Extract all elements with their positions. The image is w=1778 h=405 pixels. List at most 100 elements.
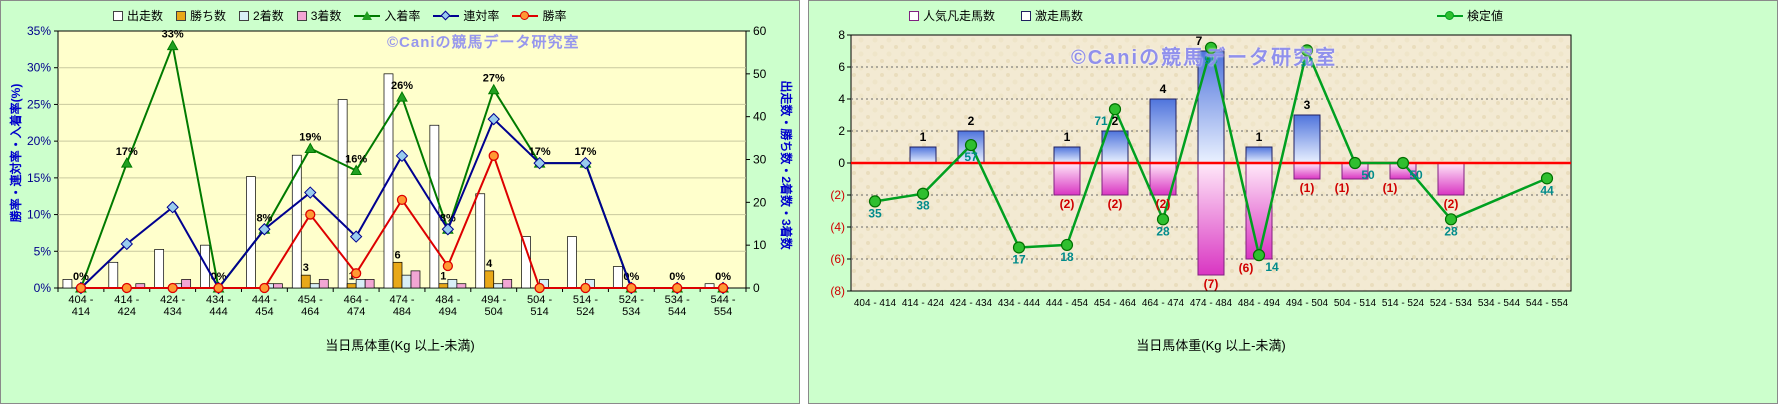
kentei-label: 95 — [1204, 53, 1218, 67]
legend-item-出走数: 出走数 — [113, 7, 163, 24]
x-axis-title-left-chart: 当日馬体重(Kg 以上-未満) — [325, 338, 475, 353]
kentei-label: 94 — [1300, 55, 1314, 69]
bar — [346, 283, 357, 289]
y-right-tick-label: 40 — [753, 110, 767, 124]
bar — [291, 154, 302, 289]
triangle-marker — [350, 164, 362, 176]
y-tick-label: 0 — [838, 156, 845, 170]
kentei-label: 28 — [1444, 224, 1458, 238]
circle-marker — [626, 282, 637, 294]
x-tick-label: 444 - 454 — [1046, 298, 1089, 309]
triangle-marker — [304, 142, 317, 153]
bar — [200, 244, 210, 289]
legend-item-3着数: 3着数 — [296, 7, 341, 24]
legend-label: 連対率 — [463, 9, 500, 23]
kentei-label: 71 — [1094, 114, 1108, 128]
legend-item-激走馬数: 激走馬数 — [1021, 7, 1083, 24]
legend-swatch — [176, 10, 187, 21]
x-tick-label: 554 — [714, 306, 732, 318]
legend-item-入着率: 入着率 — [354, 7, 420, 24]
bar — [154, 249, 165, 289]
y-tick-label: 4 — [838, 92, 845, 106]
kentei-marker — [1252, 249, 1266, 262]
surge-label: 1 — [920, 130, 927, 144]
diamond-marker — [120, 237, 134, 251]
diamond-marker — [441, 223, 455, 236]
point-label: 0% — [715, 271, 731, 283]
circle-marker — [259, 282, 270, 294]
y-left-tick-label: 30% — [27, 61, 51, 75]
y-right-tick-label: 60 — [753, 24, 767, 38]
y-left-tick-label: 35% — [27, 24, 51, 38]
x-axis-title-right-chart: 当日馬体重(Kg 以上-未満) — [1136, 338, 1286, 353]
flop-label: (7) — [1204, 277, 1219, 291]
x-tick-label: 474 — [347, 306, 365, 318]
bar-label: 6 — [394, 249, 400, 261]
surge-label: 4 — [1160, 82, 1167, 96]
y-tick-label: (6) — [830, 252, 845, 266]
kentei-label: 57 — [964, 150, 978, 164]
legend-item-連対率: 連対率 — [433, 7, 499, 24]
surge-bar — [1149, 98, 1177, 164]
flop-label: (2) — [1060, 197, 1075, 211]
flop-label: (2) — [1156, 197, 1171, 211]
x-tick-label: 434 - 444 — [998, 298, 1041, 309]
x-tick-label: 494 — [439, 306, 457, 318]
bar — [438, 283, 449, 289]
circle-marker — [580, 282, 591, 294]
x-tick-label: 414 - — [114, 294, 139, 306]
kentei-label: 50 — [1361, 168, 1375, 182]
x-tick-label: 454 - 464 — [1094, 298, 1137, 309]
legend-item-2着数: 2着数 — [239, 7, 284, 24]
x-tick-label: 444 — [209, 306, 227, 318]
point-label: 19% — [299, 131, 321, 143]
x-tick-label: 544 — [668, 306, 686, 318]
x-tick-label: 404 - — [68, 294, 93, 306]
flop-label: (1) — [1300, 181, 1315, 195]
circle-marker — [717, 282, 729, 294]
x-tick-label: 514 — [530, 306, 548, 318]
triangle-icon — [362, 10, 373, 20]
bar-label: 1 — [349, 271, 355, 283]
circle-marker — [488, 150, 499, 161]
x-tick-label: 524 — [576, 306, 594, 318]
y-tick-label: 8 — [838, 28, 845, 42]
x-tick-label: 434 - — [206, 294, 231, 306]
x-tick-label: 454 - — [298, 294, 323, 306]
surge-label: 1 — [1064, 130, 1071, 144]
bar — [392, 261, 403, 289]
x-tick-label: 484 - 494 — [1238, 298, 1281, 309]
bar — [309, 283, 320, 289]
surge-bar — [1245, 146, 1273, 164]
y-left-tick-label: 0% — [34, 281, 52, 295]
flop-label: (1) — [1383, 181, 1398, 195]
point-label: 0% — [73, 271, 89, 283]
kentei-chart-legend-bars: 人気凡走馬数 激走馬数 — [909, 7, 1083, 24]
circle-marker — [213, 282, 224, 294]
legend-label: 人気凡走馬数 — [923, 9, 996, 23]
kentei-label: 35 — [868, 206, 882, 220]
y-right-tick-label: 30 — [753, 153, 767, 167]
legend-label: 検定値 — [1467, 9, 1504, 23]
bar — [521, 236, 531, 289]
x-tick-label: 424 - 434 — [950, 298, 993, 309]
x-tick-label: 464 — [301, 306, 319, 318]
flop-label: (2) — [1108, 197, 1123, 211]
kentei-marker — [868, 195, 882, 208]
diamond-icon — [440, 10, 451, 20]
bar — [502, 279, 513, 289]
circle-marker — [396, 194, 408, 206]
x-tick-label: 544 - — [711, 294, 736, 306]
x-tick-label: 484 - — [435, 294, 460, 306]
y-left-tick-label: 20% — [27, 134, 51, 148]
x-tick-label: 464 - — [344, 294, 369, 306]
surge-label: 7 — [1196, 34, 1203, 48]
circle-marker — [534, 282, 545, 294]
circle-icon — [520, 10, 530, 20]
surge-label: 3 — [1304, 98, 1311, 112]
diamond-marker — [395, 149, 409, 163]
triangle-marker — [487, 83, 500, 95]
circle-marker — [672, 282, 683, 294]
flop-label: (2) — [1444, 197, 1459, 211]
